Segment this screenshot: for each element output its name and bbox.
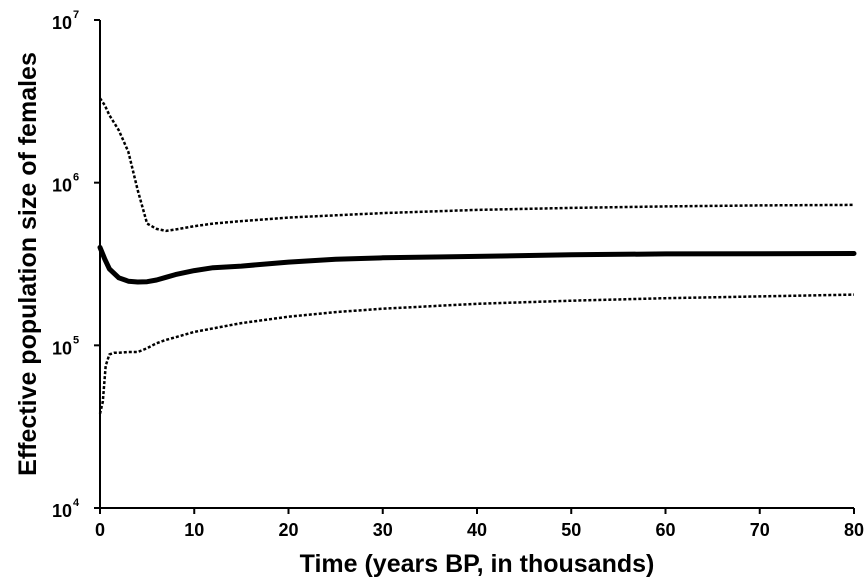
y-tick-label-0: 10	[52, 501, 72, 521]
y-tick-exponent-3: 7	[73, 9, 79, 21]
x-tick-label-3: 30	[373, 520, 393, 540]
x-tick-label-7: 70	[750, 520, 770, 540]
x-tick-label-2: 20	[278, 520, 298, 540]
y-axis-title: Effective population size of females	[14, 52, 42, 476]
series-line-0	[98, 97, 855, 233]
x-tick-label-8: 80	[844, 520, 864, 540]
x-tick-label-5: 50	[561, 520, 581, 540]
y-tick-label-3: 10	[52, 13, 72, 33]
y-tick-exponent-1: 5	[73, 334, 79, 346]
x-tick-label-0: 0	[95, 520, 105, 540]
series-layer	[97, 97, 857, 414]
series-line-2	[98, 293, 855, 414]
y-tick-label-2: 10	[52, 176, 72, 196]
series-line-1	[97, 244, 857, 285]
x-tick-label-6: 60	[655, 520, 675, 540]
x-tick-label-1: 10	[184, 520, 204, 540]
x-tick-layer: 0 10 20 30 40 50 60 70 80	[95, 508, 864, 540]
x-axis-title: Time (years BP, in thousands)	[300, 550, 655, 578]
y-tick-exponent-2: 6	[73, 172, 79, 184]
y-tick-label-1: 10	[52, 338, 72, 358]
x-tick-label-4: 40	[467, 520, 487, 540]
y-tick-exponent-0: 4	[73, 497, 80, 509]
